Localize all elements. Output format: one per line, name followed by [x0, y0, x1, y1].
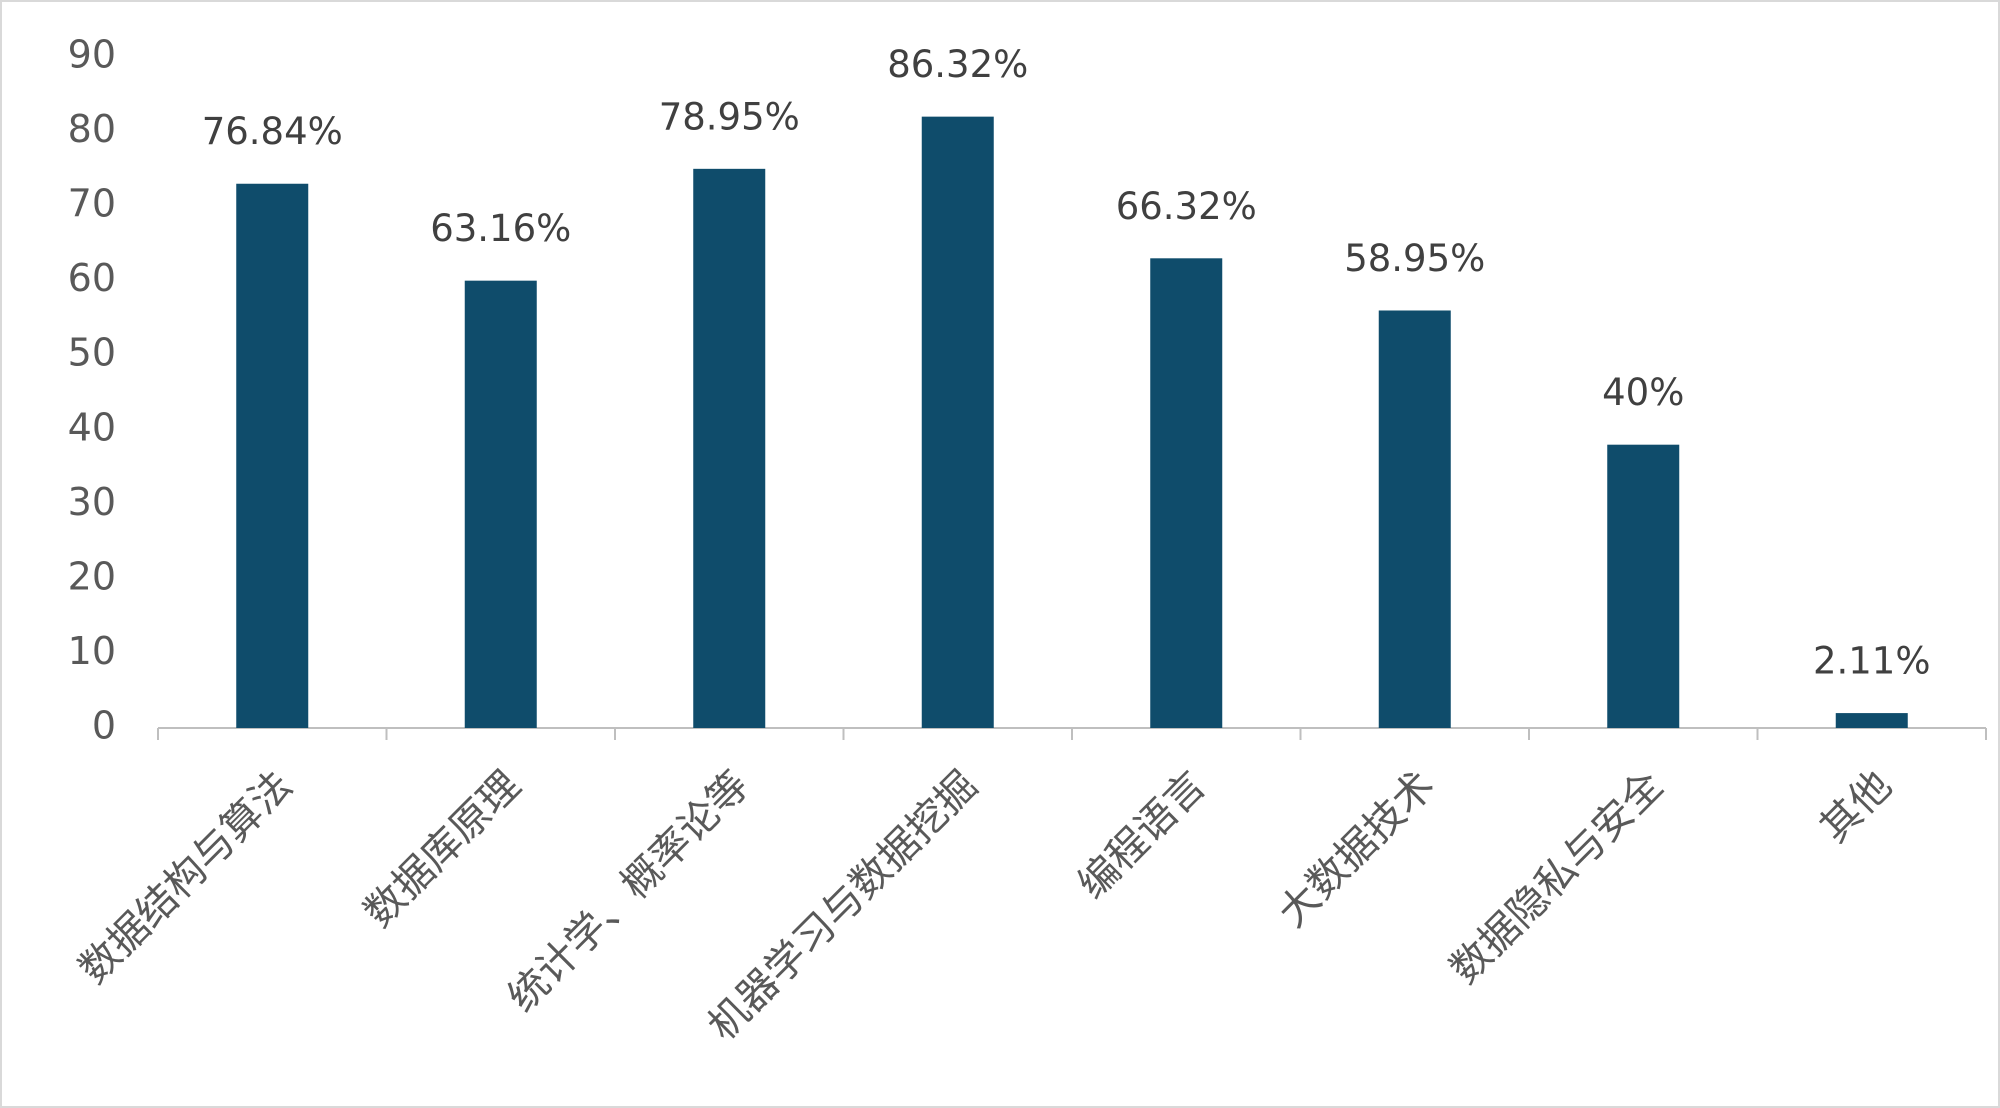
- y-tick-label: 30: [68, 480, 116, 524]
- x-tick-label: 大数据技术: [1270, 762, 1444, 936]
- y-tick-label: 70: [68, 182, 116, 226]
- data-label: 2.11%: [1813, 640, 1931, 683]
- x-tick-label: 数据隐私与安全: [1442, 762, 1673, 993]
- bar: [921, 116, 994, 728]
- x-tick-label: 数据库原理: [356, 762, 530, 936]
- bar: [464, 280, 537, 728]
- x-tick-label: 编程语言: [1069, 762, 1215, 908]
- y-tick-label: 80: [68, 107, 116, 151]
- bar: [1378, 310, 1451, 728]
- bar: [693, 168, 766, 729]
- y-tick-label: 0: [92, 704, 116, 748]
- data-label: 66.32%: [1116, 185, 1257, 228]
- x-tick-label: 数据结构与算法: [71, 762, 302, 993]
- y-tick-label: 20: [68, 554, 116, 598]
- x-tick-label: 统计学、概率论等: [499, 762, 758, 1021]
- bar: [236, 183, 309, 728]
- y-tick-label: 50: [68, 331, 116, 375]
- data-label: 40%: [1602, 371, 1684, 414]
- data-label: 58.95%: [1344, 237, 1485, 280]
- y-tick-label: 60: [68, 256, 116, 300]
- bar: [1150, 258, 1223, 728]
- y-tick-label: 10: [68, 629, 116, 673]
- bar: [1607, 444, 1680, 728]
- y-tick-label: 40: [68, 405, 116, 449]
- data-label: 76.84%: [202, 110, 343, 153]
- data-label: 78.95%: [659, 95, 800, 138]
- data-label: 86.32%: [887, 43, 1028, 86]
- y-tick-label: 90: [68, 33, 116, 77]
- x-tick-label: 其他: [1812, 762, 1901, 851]
- bar: [1835, 713, 1908, 728]
- data-label: 63.16%: [430, 207, 571, 250]
